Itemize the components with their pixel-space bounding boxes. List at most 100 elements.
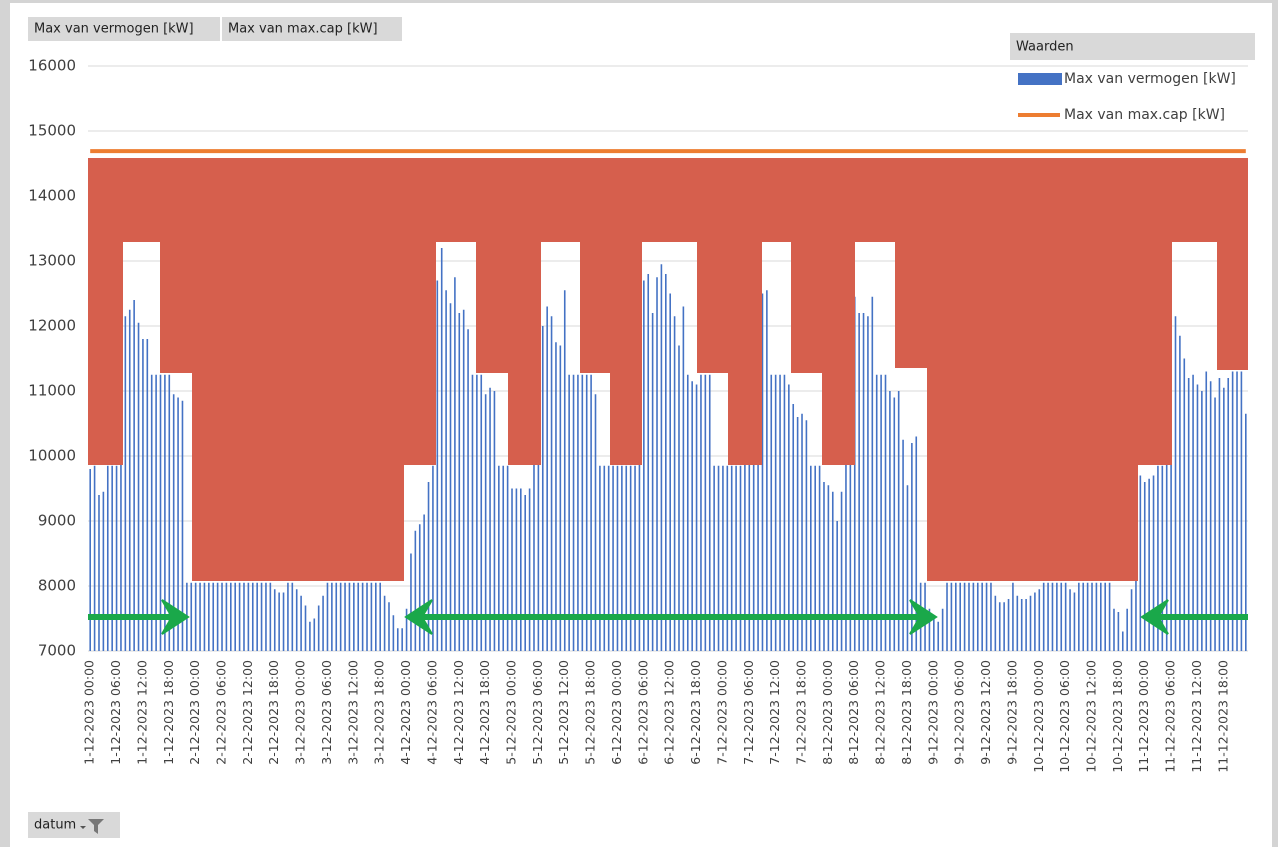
bar [1091,582,1093,651]
bar [985,582,988,651]
bar [1051,582,1054,651]
bar [432,465,434,651]
x-tick-label: 1-12-2023 12:00 [134,660,149,765]
bar [1012,582,1014,651]
bar [502,465,505,651]
bar [1161,465,1164,651]
y-tick-label: 14000 [28,187,76,205]
field-button[interactable] [28,17,220,41]
bar [423,514,425,651]
y-tick-label: 12000 [28,317,76,335]
bar [1170,300,1172,651]
bar [190,582,193,651]
bar [93,465,96,651]
bar [748,287,751,651]
bar [348,582,351,651]
x-tick-label: 4-12-2023 00:00 [398,660,413,765]
bar [840,491,843,651]
bar [581,374,584,651]
bar [955,582,957,651]
bar [225,582,228,651]
bar [335,582,338,651]
x-tick-label: 7-12-2023 18:00 [794,660,809,765]
bar [454,277,456,651]
x-tick-label: 4-12-2023 18:00 [477,660,492,765]
bar [405,608,408,651]
bar [669,293,671,651]
bar [230,582,232,651]
bar [647,274,650,651]
bar [893,397,896,651]
green-arrows [88,599,1248,635]
bar [1231,371,1234,651]
bar [445,290,447,651]
bar [603,465,606,651]
bar [1082,582,1085,651]
bar [1196,384,1199,651]
bar [744,293,746,651]
x-tick-label: 9-12-2023 06:00 [952,660,967,765]
bar [1126,608,1128,651]
bar [673,316,676,651]
x-tick-label: 4-12-2023 06:00 [424,660,439,765]
x-tick-label: 5-12-2023 18:00 [583,660,598,765]
bar [1240,371,1243,651]
y-tick-label: 11000 [28,382,76,400]
y-tick-label: 15000 [28,122,76,140]
bar [1205,371,1208,651]
bar [1152,475,1155,651]
bar [1047,582,1049,651]
bar [458,313,461,651]
bar [660,264,663,651]
bar [1157,465,1159,651]
bar [858,313,860,651]
bar [651,313,654,651]
bar [493,391,496,651]
bar [1245,413,1247,651]
x-tick-label: 6-12-2023 12:00 [662,660,677,765]
bar [682,306,685,651]
bar [1218,378,1221,651]
bar [752,306,755,651]
bar [1113,608,1115,651]
bar [1139,475,1142,651]
x-tick-label: 2-12-2023 18:00 [266,660,281,765]
bar [216,582,219,651]
bar [998,602,1001,651]
bar [142,339,144,651]
bar [221,582,223,651]
bar [972,582,975,651]
legend-header [1010,33,1255,60]
bar [823,482,825,651]
bar [313,618,316,651]
bar [436,280,439,651]
bar [563,290,566,651]
bar [269,582,272,651]
bar [774,374,777,651]
filter-button[interactable] [28,812,120,838]
x-tick-label: 10-12-2023 12:00 [1084,660,1099,773]
bar [484,394,487,651]
bar [713,465,715,651]
bar [1095,582,1098,651]
bar [322,595,324,651]
bar [260,582,263,651]
bar [915,436,918,651]
x-tick-label: 5-12-2023 06:00 [530,660,545,765]
bar [515,488,518,651]
bar [278,592,280,651]
x-tick-label: 5-12-2023 00:00 [504,660,519,765]
bar [704,374,707,651]
bar [396,628,399,651]
x-tick-label: 3-12-2023 12:00 [345,660,360,765]
bar [331,582,333,651]
bar [691,381,693,651]
field-button[interactable] [222,17,402,41]
x-tick-label: 4-12-2023 12:00 [451,660,466,765]
x-tick-label: 3-12-2023 00:00 [293,660,308,765]
bar [875,374,878,651]
bar [568,374,570,651]
x-tick-label: 11-12-2023 00:00 [1136,660,1151,773]
